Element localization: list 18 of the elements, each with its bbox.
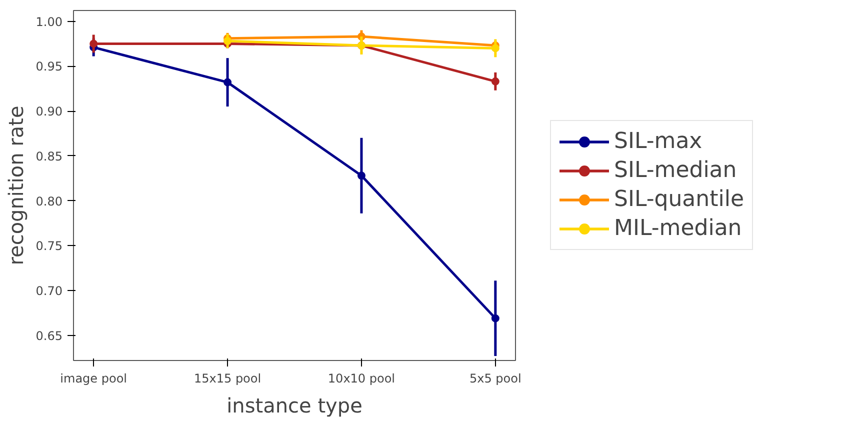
- y-tick-label: 0.80: [36, 194, 62, 208]
- y-tick-label: 0.85: [36, 149, 62, 164]
- y-tick-label: 0.70: [36, 284, 62, 298]
- x-tick-label: image pool: [60, 372, 128, 386]
- y-tick-label: 0.95: [36, 60, 62, 74]
- y-tick-label: 1.00: [36, 14, 62, 29]
- y-tick-label: 0.65: [36, 328, 62, 343]
- y-tick-label: 0.75: [36, 239, 62, 254]
- legend-label: SIL-max: [614, 129, 702, 154]
- y-tick-label: 0.90: [36, 104, 62, 119]
- legend-label: MIL-median: [614, 216, 742, 241]
- y-axis-title: recognition rate: [4, 106, 28, 266]
- x-tick-label: 5x5 pool: [470, 372, 522, 386]
- x-tick-label: 15x15 pool: [194, 372, 262, 386]
- legend-label: SIL-median: [614, 158, 737, 183]
- x-axis-title: instance type: [226, 394, 362, 418]
- legend-label: SIL-quantile: [614, 187, 744, 212]
- x-tick-label: 10x10 pool: [328, 372, 396, 386]
